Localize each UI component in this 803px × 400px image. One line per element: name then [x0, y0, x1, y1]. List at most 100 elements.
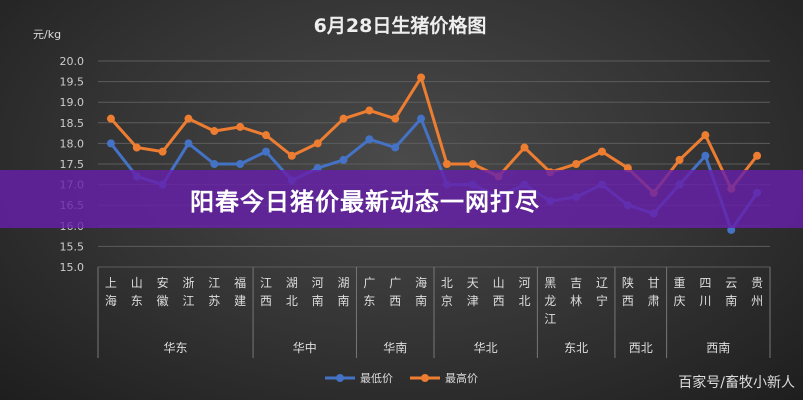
data-point — [236, 122, 245, 131]
data-point — [520, 143, 529, 152]
y-tick-label: 20.0 — [60, 55, 85, 68]
banner: 阳春今日猪价最新动态一网打尽 — [0, 170, 803, 228]
legend-marker — [336, 374, 344, 382]
x-tick-label: 海 — [105, 293, 117, 308]
x-tick-label: 肃 — [648, 294, 660, 308]
data-point — [391, 143, 400, 152]
legend-label: 最高价 — [445, 371, 478, 385]
x-tick-label: 河 — [312, 276, 324, 290]
x-tick-label: 浙 — [182, 276, 194, 290]
x-tick-label: 湖 — [338, 275, 350, 290]
data-point — [106, 114, 115, 123]
group-label: 西北 — [629, 341, 653, 355]
x-tick-label: 南 — [725, 293, 737, 308]
data-point — [753, 151, 762, 160]
x-tick-label: 南 — [415, 293, 427, 308]
y-tick-label: 19.0 — [60, 96, 85, 109]
y-axis-label: 元/kg — [33, 28, 61, 41]
group-label: 华北 — [474, 341, 498, 355]
y-tick-label: 17.5 — [60, 158, 85, 171]
x-tick-label: 广 — [389, 276, 401, 290]
x-tick-label: 江 — [182, 294, 194, 308]
x-tick-label: 南 — [338, 293, 350, 308]
data-point — [210, 127, 219, 136]
x-tick-label: 州 — [751, 294, 763, 308]
data-point — [675, 155, 684, 164]
x-tick-label: 陕 — [622, 275, 634, 290]
x-tick-label: 辽 — [596, 276, 608, 290]
x-tick-label: 徽 — [157, 293, 169, 308]
data-point — [598, 147, 606, 156]
y-tick-label: 18.0 — [60, 137, 85, 150]
x-tick-label: 江 — [208, 276, 220, 290]
y-tick-label: 18.5 — [60, 117, 85, 130]
x-tick-label: 北 — [518, 294, 530, 308]
group-label: 西南 — [706, 340, 730, 355]
x-tick-label: 山 — [493, 276, 505, 290]
x-tick-label: 林 — [570, 294, 582, 308]
data-point — [262, 131, 270, 140]
x-tick-label: 北 — [441, 276, 453, 290]
data-point — [701, 131, 710, 140]
data-point — [572, 160, 581, 168]
x-tick-label: 宁 — [596, 293, 608, 308]
x-tick-label: 西 — [622, 294, 634, 308]
group-label: 华南 — [383, 340, 407, 355]
x-tick-label: 河 — [518, 276, 530, 290]
x-tick-label: 京 — [441, 294, 453, 308]
group-label: 华东 — [164, 341, 188, 355]
x-tick-label: 湖 — [286, 275, 298, 290]
x-tick-label: 天 — [467, 276, 479, 290]
data-point — [701, 151, 710, 160]
data-point — [184, 114, 193, 123]
y-tick-label: 19.5 — [60, 76, 85, 89]
watermark: 百家号/畜牧小新人 — [678, 375, 795, 391]
x-tick-label: 福 — [234, 275, 246, 290]
group-label: 华中 — [293, 340, 317, 355]
x-tick-label: 海 — [415, 275, 427, 290]
legend-marker — [421, 374, 429, 382]
data-point — [184, 139, 193, 148]
data-point — [391, 114, 400, 123]
x-tick-label: 上 — [105, 276, 117, 290]
data-point — [158, 147, 167, 156]
x-tick-label: 北 — [286, 294, 298, 308]
group-label: 东北 — [564, 341, 588, 355]
x-tick-label: 江 — [260, 276, 272, 290]
x-tick-label: 庆 — [674, 294, 686, 308]
x-tick-label: 吉 — [570, 276, 582, 290]
data-point — [339, 114, 348, 123]
data-point — [365, 135, 374, 144]
data-point — [313, 139, 322, 148]
x-tick-label: 广 — [363, 276, 375, 290]
y-tick-label: 15.0 — [60, 261, 85, 274]
x-tick-label: 甘 — [648, 276, 660, 290]
x-tick-label: 安 — [157, 275, 169, 290]
data-point — [287, 151, 296, 160]
data-point — [106, 139, 115, 148]
x-tick-label: 江 — [544, 312, 556, 326]
x-tick-label: 重 — [674, 276, 686, 290]
data-point — [468, 160, 477, 168]
x-tick-label: 苏 — [208, 294, 220, 308]
data-point — [262, 147, 270, 156]
legend-label: 最低价 — [360, 372, 393, 385]
x-tick-label: 西 — [493, 294, 505, 308]
data-point — [339, 155, 348, 164]
y-tick-label: 15.5 — [60, 240, 85, 253]
x-tick-label: 东 — [131, 294, 143, 308]
data-point — [236, 160, 245, 168]
x-tick-label: 西 — [260, 294, 272, 308]
data-point — [210, 160, 219, 168]
x-tick-label: 贵 — [751, 276, 763, 290]
x-tick-label: 津 — [467, 294, 479, 308]
x-tick-label: 黑 — [544, 276, 556, 290]
data-point — [442, 160, 451, 168]
x-tick-label: 川 — [699, 294, 711, 308]
data-point — [417, 114, 426, 123]
x-tick-label: 四 — [699, 276, 711, 290]
x-tick-label: 南 — [312, 293, 324, 308]
data-point — [365, 106, 374, 115]
x-tick-label: 龙 — [544, 294, 556, 308]
